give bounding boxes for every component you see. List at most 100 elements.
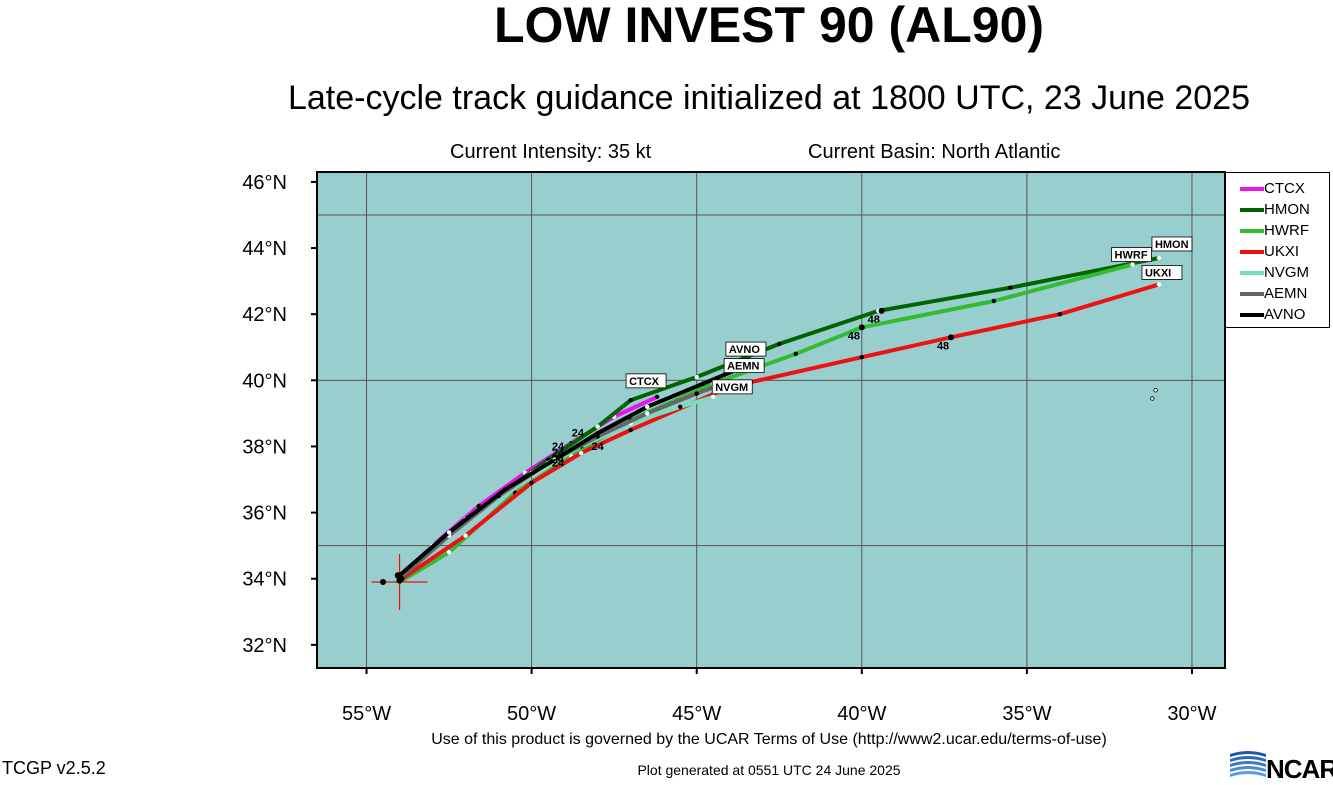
x-tick-label: 45°W [672,703,721,725]
y-tick-label: 44°N [242,238,287,260]
track-point-ukxi [1156,282,1162,287]
end-label-box-hmon [1151,236,1193,252]
legend-label: HMON [1264,201,1310,218]
track-point-nvgm [678,404,683,409]
legend-label: UKXI [1264,243,1300,260]
end-label-ctcx: CTCX [629,376,660,388]
end-label-box-avno [725,341,767,357]
legend: CTCX HMON HWRF UKXI NVGM AEMN AVNO [1225,172,1330,328]
track-point-avno [503,487,508,492]
end-label-box-nvgm [711,379,753,395]
track-point-nvgm [711,394,716,400]
track-point-hmon [777,341,782,347]
chart-subtitle: Late-cycle track guidance initialized at… [287,79,1250,117]
track-avno [397,365,745,578]
y-tick-label: 46°N [242,172,287,194]
end-label-aemn: AEMN [727,361,759,373]
track-point-hwrf [446,550,452,555]
legend-label: AVNO [1264,306,1306,323]
legend-item-ctcx: CTCX [1226,179,1329,199]
ncar-logo: NCAR [1228,748,1333,784]
tau-label-ukxi: 48 [937,340,949,352]
extra-point [1153,388,1158,393]
track-point-avno [595,431,600,436]
end-label-box-hwrf [1111,247,1152,262]
legend-swatch [1240,208,1264,212]
track-point-hwrf [793,351,798,357]
end-label-avno: AVNO [729,344,760,356]
tau-label-hwrf: 48 [848,330,860,342]
tau-label-24: 24 [552,441,565,453]
legend-label: NVGM [1264,264,1309,281]
plot-frame [316,171,1226,669]
end-label-box-aemn [723,358,765,374]
ncar-logo-mark [1230,751,1266,777]
y-tick-label: 34°N [242,569,287,591]
tau-marker-hmon [878,307,885,314]
track-point-ctcx [654,394,660,400]
track-point-ukxi [859,354,864,360]
track-point-avno [552,457,557,462]
y-tick-label: 36°N [242,503,287,525]
track-point-ukxi [463,533,468,538]
legend-label: HWRF [1264,222,1309,239]
y-tick-label: 32°N [242,635,287,657]
track-point-ukxi [578,450,584,456]
tau-label-24: 24 [592,441,605,453]
track-point-hmon [1008,285,1013,290]
current-basin: Current Basin: North Atlantic [808,141,1061,163]
track-point-hmon [694,374,699,380]
tau-label-24: 24 [552,447,565,459]
legend-item-hwrf: HWRF [1226,221,1329,241]
track-point-avno [446,530,452,535]
legend-item-aemn: AEMN [1226,284,1329,304]
x-tick-label: 30°W [1167,703,1216,725]
legend-swatch [1240,250,1264,254]
track-point-ukxi [1057,311,1063,317]
track-point-hmon [628,397,633,403]
legend-swatch [1240,229,1264,233]
y-tick-label: 42°N [242,304,287,326]
tau-marker-ukxi [947,334,954,341]
legend-item-ukxi: UKXI [1226,242,1329,262]
y-tick-label: 38°N [242,436,287,458]
legend-swatch [1240,271,1264,275]
start-point [397,575,405,582]
track-point-hwrf [991,298,997,304]
end-label-box-ukxi [1141,265,1183,280]
y-tick-label: 40°N [242,370,287,392]
end-label-nvgm: NVGM [715,382,748,394]
legend-item-hmon: HMON [1226,200,1329,220]
track-point-avno [701,381,706,386]
legend-item-avno: AVNO [1226,305,1329,325]
end-label-box-ctcx [625,373,667,389]
tau-label-24: 24 [552,457,565,469]
version-label: TCGP v2.5.2 [2,758,106,778]
x-tick-label: 35°W [1002,703,1051,725]
track-point-avno [644,404,650,409]
ocean-background [317,172,1225,668]
end-label-hmon: HMON [1155,239,1189,251]
legend-swatch [1240,187,1264,191]
current-intensity: Current Intensity: 35 kt [450,141,652,163]
track-point-hmon [595,424,600,429]
tau-label-24: 24 [572,428,585,440]
chart-title: LOW INVEST 90 (AL90) [493,0,1045,53]
track-point-ukxi [529,480,534,486]
plot-generated-time: Plot generated at 0551 UTC 24 June 2025 [637,762,901,778]
end-label-ukxi: UKXI [1145,267,1171,279]
tau-label-24: 24 [552,454,565,466]
tau-marker-hwrf [858,324,865,331]
legend-label: CTCX [1264,180,1305,197]
terms-of-use: Use of this product is governed by the U… [431,731,1107,748]
legend-item-nvgm: NVGM [1226,263,1329,283]
track-point-hwrf [1130,262,1135,267]
legend-swatch [1240,313,1264,317]
ncar-logo-text: NCAR [1266,754,1333,784]
initial-position-dot [380,579,387,586]
track-point-aemn [644,411,650,416]
extra-point [1150,396,1155,401]
x-tick-label: 55°W [342,703,391,725]
legend-swatch [1240,292,1264,296]
